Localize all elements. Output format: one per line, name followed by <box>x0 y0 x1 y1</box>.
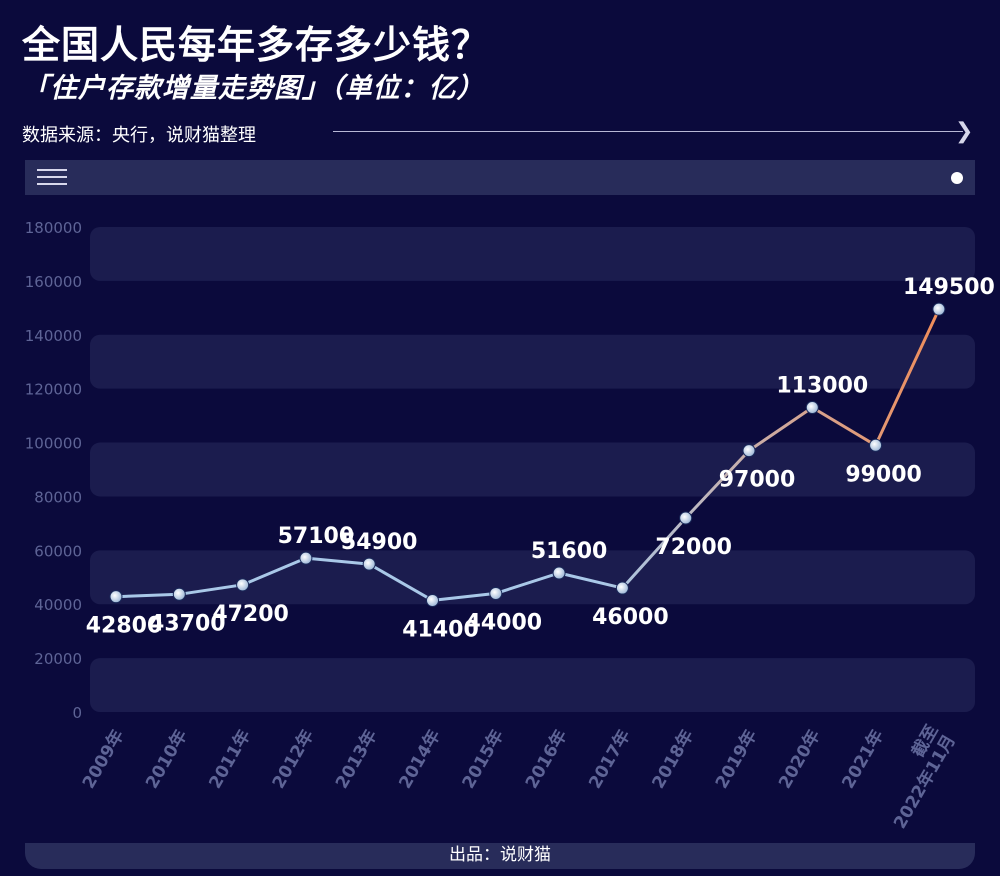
data-label: 43700 <box>149 611 226 636</box>
x-tick-label: 2014年 <box>394 726 444 792</box>
x-tick-label: 2010年 <box>141 726 191 792</box>
data-point <box>489 586 503 600</box>
x-tick-label: 2012年 <box>268 726 318 792</box>
y-tick-label: 0 <box>72 704 82 722</box>
data-label: 46000 <box>592 605 669 630</box>
data-point <box>362 557 376 571</box>
x-tick-label: 2021年 <box>838 726 888 792</box>
chart-subtitle: 「住户存款增量走势图」（单位：亿） <box>22 73 485 104</box>
data-label: 51600 <box>531 539 608 564</box>
y-tick-label: 140000 <box>25 327 82 345</box>
arrow-line <box>333 131 963 132</box>
data-point <box>932 302 946 316</box>
y-tick-label: 100000 <box>25 435 82 453</box>
y-tick-label: 60000 <box>34 542 82 560</box>
data-point <box>742 444 756 458</box>
data-label: 57100 <box>278 524 355 549</box>
chart-toolbar <box>25 160 975 195</box>
data-label: 41400 <box>402 617 479 642</box>
grid-band <box>90 658 975 712</box>
grid-band <box>90 550 975 605</box>
data-label: 42800 <box>86 614 163 639</box>
data-label: 47200 <box>212 602 289 627</box>
data-point <box>236 578 250 592</box>
y-tick-label: 20000 <box>34 650 82 668</box>
y-tick-label: 120000 <box>25 381 82 399</box>
y-tick-label: 80000 <box>34 488 82 506</box>
grid-band <box>90 442 975 497</box>
data-point <box>552 566 566 580</box>
data-point <box>805 401 819 415</box>
x-tick-label: 2013年 <box>331 726 381 792</box>
data-label: 113000 <box>776 374 868 399</box>
y-tick-label: 40000 <box>34 596 82 614</box>
x-tick-label: 2018年 <box>648 726 698 792</box>
data-label: 97000 <box>719 468 796 493</box>
grid-band <box>90 227 975 281</box>
x-tick-label: 2019年 <box>711 726 761 792</box>
data-point <box>299 551 313 565</box>
data-point <box>869 438 883 452</box>
x-tick-label: 2016年 <box>521 726 571 792</box>
data-point <box>615 581 629 595</box>
dot-icon <box>951 172 963 184</box>
y-tick-label: 180000 <box>25 219 82 237</box>
data-point <box>426 593 439 607</box>
x-tick-label: 2009年 <box>78 726 128 792</box>
series-line <box>115 308 941 602</box>
footer-credit: 出品：说财猫 <box>25 843 975 869</box>
grid-band <box>90 334 975 389</box>
data-label: 44000 <box>466 610 543 635</box>
data-point <box>172 587 186 601</box>
data-label: 54900 <box>341 530 418 555</box>
data-label: 99000 <box>845 462 922 487</box>
x-tick-label: 2011年 <box>205 726 255 792</box>
data-point <box>679 511 693 525</box>
y-tick-label: 160000 <box>25 273 82 291</box>
x-tick-label: 2015年 <box>458 726 508 792</box>
x-tick-label: 2017年 <box>584 726 634 792</box>
data-point <box>109 590 123 604</box>
data-label: 72000 <box>655 535 732 560</box>
chart-title: 全国人民每年多存多少钱？ <box>22 23 491 67</box>
data-label: 149500 <box>903 275 995 300</box>
x-tick-label: 2020年 <box>774 726 824 792</box>
data-source: 数据来源：央行，说财猫整理 <box>22 125 256 146</box>
menu-icon[interactable] <box>37 169 67 186</box>
chevron-right-icon: ❯ <box>955 119 974 144</box>
line-chart: 0 20000 40000 60000 80000 100000 120000 140000 1… <box>25 219 995 832</box>
